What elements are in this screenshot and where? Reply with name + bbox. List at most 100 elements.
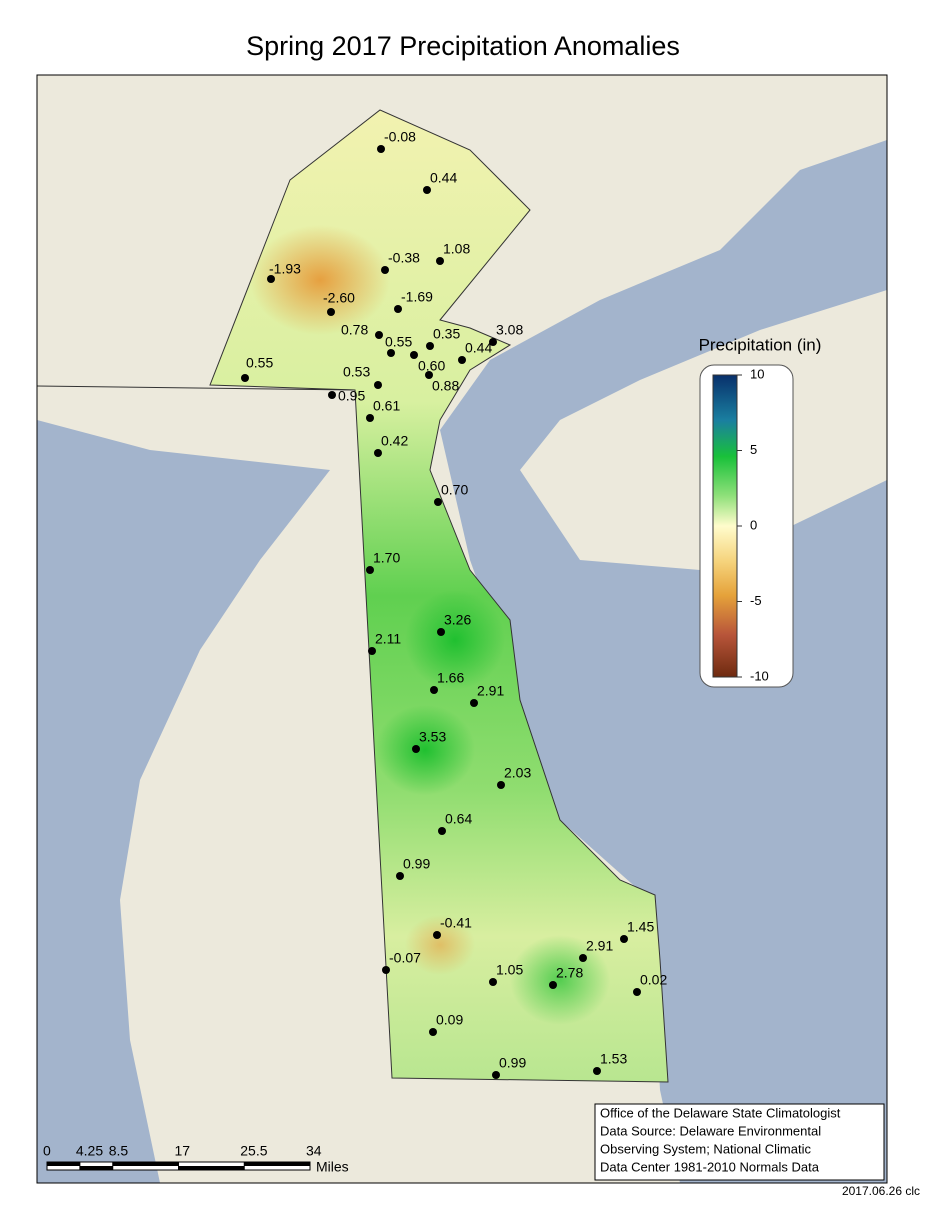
station-dot	[579, 954, 587, 962]
station-label: 1.05	[496, 962, 523, 978]
legend-colorbar	[712, 374, 738, 678]
station-label: 0.53	[343, 364, 370, 380]
station-label: -0.07	[389, 950, 421, 966]
scale-bar-label: 4.25	[76, 1143, 103, 1159]
station-label: -1.93	[269, 261, 301, 277]
station-label: -0.08	[384, 129, 416, 145]
scale-bar-label: 34	[306, 1143, 322, 1159]
station-dot	[327, 308, 335, 316]
credit-box	[594, 1103, 885, 1181]
station-dot	[366, 566, 374, 574]
station-label: 2.78	[556, 965, 583, 981]
station-label: 0.95	[338, 388, 365, 404]
station-label: 0.02	[640, 972, 667, 988]
station-label: 0.55	[385, 334, 412, 350]
scale-bar-label: 25.5	[240, 1143, 267, 1159]
station-label: 0.09	[436, 1012, 463, 1028]
station-dot	[387, 349, 395, 357]
station-dot	[426, 342, 434, 350]
station-label: 1.66	[437, 670, 464, 686]
scale-bar-label: 0	[43, 1143, 51, 1159]
footer-note: 2017.06.26 clc	[842, 1184, 920, 1198]
legend-tick-label: 0	[750, 517, 757, 532]
station-dot	[394, 305, 402, 313]
station-dot	[458, 356, 466, 364]
scale-bar-label: 17	[175, 1143, 191, 1159]
station-dot	[377, 145, 385, 153]
station-label: 0.60	[418, 358, 445, 374]
station-dot	[497, 781, 505, 789]
station-label: 0.88	[432, 378, 459, 394]
station-dot	[430, 686, 438, 694]
scale-bar-segment	[79, 1166, 113, 1170]
station-dot	[489, 338, 497, 346]
legend-tick-label: -10	[750, 668, 769, 683]
credit-line: Office of the Delaware State Climatologi…	[600, 1105, 841, 1120]
credit-line: Observing System; National Climatic	[600, 1141, 811, 1156]
station-dot	[374, 449, 382, 457]
credit-line: Data Center 1981-2010 Normals Data	[600, 1159, 820, 1174]
map-frame	[36, 74, 888, 1184]
station-dot	[593, 1067, 601, 1075]
station-dot	[549, 981, 557, 989]
station-label: 1.70	[373, 550, 400, 566]
station-dot	[374, 381, 382, 389]
station-dot	[328, 391, 336, 399]
station-dot	[620, 935, 628, 943]
station-dot	[412, 745, 420, 753]
station-label: 1.53	[600, 1051, 627, 1067]
station-dot	[438, 827, 446, 835]
station-label: 3.26	[444, 612, 471, 628]
station-dot	[267, 275, 275, 283]
scale-bar-label: 8.5	[109, 1143, 129, 1159]
scale-bar-segment	[47, 1162, 80, 1166]
station-label: 3.53	[419, 729, 446, 745]
station-dot	[381, 266, 389, 274]
station-label: 3.08	[496, 322, 523, 338]
station-dot	[366, 414, 374, 422]
station-label: 2.91	[477, 683, 504, 699]
station-dot	[382, 966, 390, 974]
legend-title: Precipitation (in)	[699, 335, 822, 354]
scale-bar-segment	[178, 1166, 245, 1170]
station-dot	[410, 351, 418, 359]
station-dot	[436, 257, 444, 265]
station-label: 2.91	[586, 938, 613, 954]
station-dot	[368, 647, 376, 655]
station-label: 0.55	[246, 355, 273, 371]
station-label: 0.99	[403, 856, 430, 872]
station-dot	[425, 371, 433, 379]
station-label: 0.78	[341, 322, 368, 338]
station-dot	[433, 931, 441, 939]
station-label: 2.03	[504, 765, 531, 781]
legend-tick-label: 5	[750, 442, 757, 457]
station-label: 0.64	[445, 811, 472, 827]
station-label: 0.99	[499, 1055, 526, 1071]
station-dot	[429, 1028, 437, 1036]
station-dot	[470, 699, 478, 707]
legend-tick-label: 10	[750, 366, 764, 381]
station-dot	[396, 872, 404, 880]
credit-line: Data Source: Delaware Environmental	[600, 1123, 821, 1138]
station-label: 2.11	[375, 631, 401, 647]
station-label: 1.08	[443, 241, 470, 257]
scale-bar-unit: Miles	[316, 1159, 349, 1175]
scale-bar-segment	[244, 1162, 310, 1166]
map-title: Spring 2017 Precipitation Anomalies	[246, 31, 680, 61]
station-label: -0.41	[440, 915, 472, 931]
scale-bar-segment	[112, 1162, 179, 1166]
station-dot	[492, 1071, 500, 1079]
station-label: -2.60	[323, 290, 355, 306]
station-dot	[375, 331, 383, 339]
station-dot	[241, 374, 249, 382]
station-label: 0.70	[441, 482, 468, 498]
station-label: 0.42	[381, 433, 408, 449]
station-label: 1.45	[627, 919, 654, 935]
station-label: 0.44	[465, 340, 492, 356]
station-label: 0.44	[430, 170, 457, 186]
station-label: 0.35	[433, 326, 460, 342]
station-dot	[434, 498, 442, 506]
station-label: -0.38	[388, 250, 420, 266]
station-label: 0.61	[373, 398, 400, 414]
